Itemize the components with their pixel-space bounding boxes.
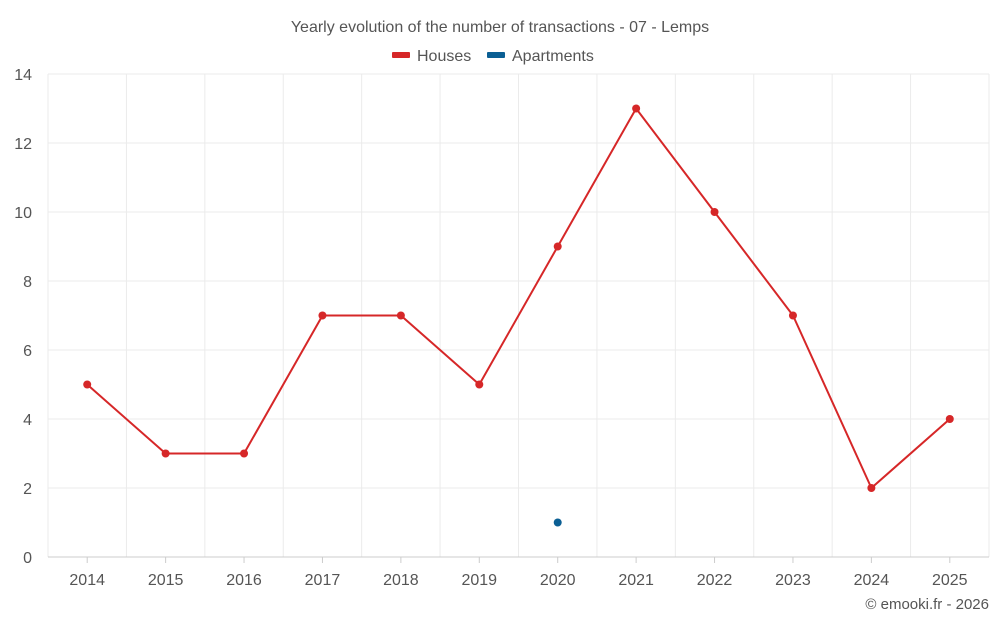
y-tick-label: 2 <box>23 481 32 498</box>
data-point-houses-2019[interactable] <box>475 380 484 389</box>
y-tick-label: 10 <box>14 205 32 222</box>
data-point-houses-2022[interactable] <box>710 208 719 216</box>
series-line-houses <box>86 107 951 489</box>
legend-label-houses: Houses <box>417 48 471 65</box>
y-axis: 0 2 4 6 8 10 12 14 <box>14 67 32 567</box>
y-tick-label: 14 <box>14 67 32 84</box>
x-tick-label: 2022 <box>697 572 733 589</box>
x-tick-label: 2018 <box>383 572 419 589</box>
data-point-houses-2017[interactable] <box>318 311 327 320</box>
legend-item-apartments[interactable]: Apartments <box>487 48 594 65</box>
legend-label-apartments: Apartments <box>512 48 594 65</box>
data-point-houses-2020[interactable] <box>553 242 562 251</box>
legend: Houses Apartments <box>392 48 594 65</box>
data-point-houses-2016[interactable] <box>240 449 249 458</box>
x-tick-label: 2019 <box>461 572 497 589</box>
x-tick-label: 2025 <box>932 572 968 589</box>
data-point-houses-2021[interactable] <box>632 104 641 113</box>
data-point-houses-2024[interactable] <box>867 484 876 492</box>
y-tick-label: 0 <box>23 550 32 567</box>
data-point-houses-2015[interactable] <box>161 449 170 458</box>
data-point-apartments-2020[interactable] <box>553 518 562 527</box>
x-tick-label: 2023 <box>775 572 811 589</box>
y-tick-label: 4 <box>23 412 32 429</box>
data-point-houses-2025[interactable] <box>945 415 954 423</box>
y-tick-label: 8 <box>23 274 32 291</box>
data-point-houses-2023[interactable] <box>788 311 797 320</box>
x-tick-label: 2015 <box>148 572 184 589</box>
x-tick-label: 2014 <box>69 572 105 589</box>
x-axis: 2014 2015 2016 2017 2018 2019 2020 2021 2022 2023… <box>48 556 989 589</box>
x-tick-label: 2016 <box>226 572 262 589</box>
x-tick-label: 2020 <box>540 572 576 589</box>
legend-item-houses[interactable]: Houses <box>392 48 471 65</box>
credit: © emooki.fr - 2026 <box>865 596 989 613</box>
x-tick-label: 2024 <box>854 572 890 589</box>
data-point-houses-2018[interactable] <box>396 311 405 320</box>
series-layer <box>83 104 954 527</box>
chart-title: Yearly evolution of the number of transa… <box>291 19 709 36</box>
y-tick-label: 6 <box>23 343 32 360</box>
x-tick-label: 2021 <box>618 572 654 589</box>
y-tick-label: 12 <box>14 136 32 153</box>
x-tick-label: 2017 <box>305 572 341 589</box>
legend-swatch-houses <box>392 52 410 58</box>
legend-swatch-apartments <box>487 52 505 58</box>
data-point-houses-2014[interactable] <box>83 380 92 389</box>
